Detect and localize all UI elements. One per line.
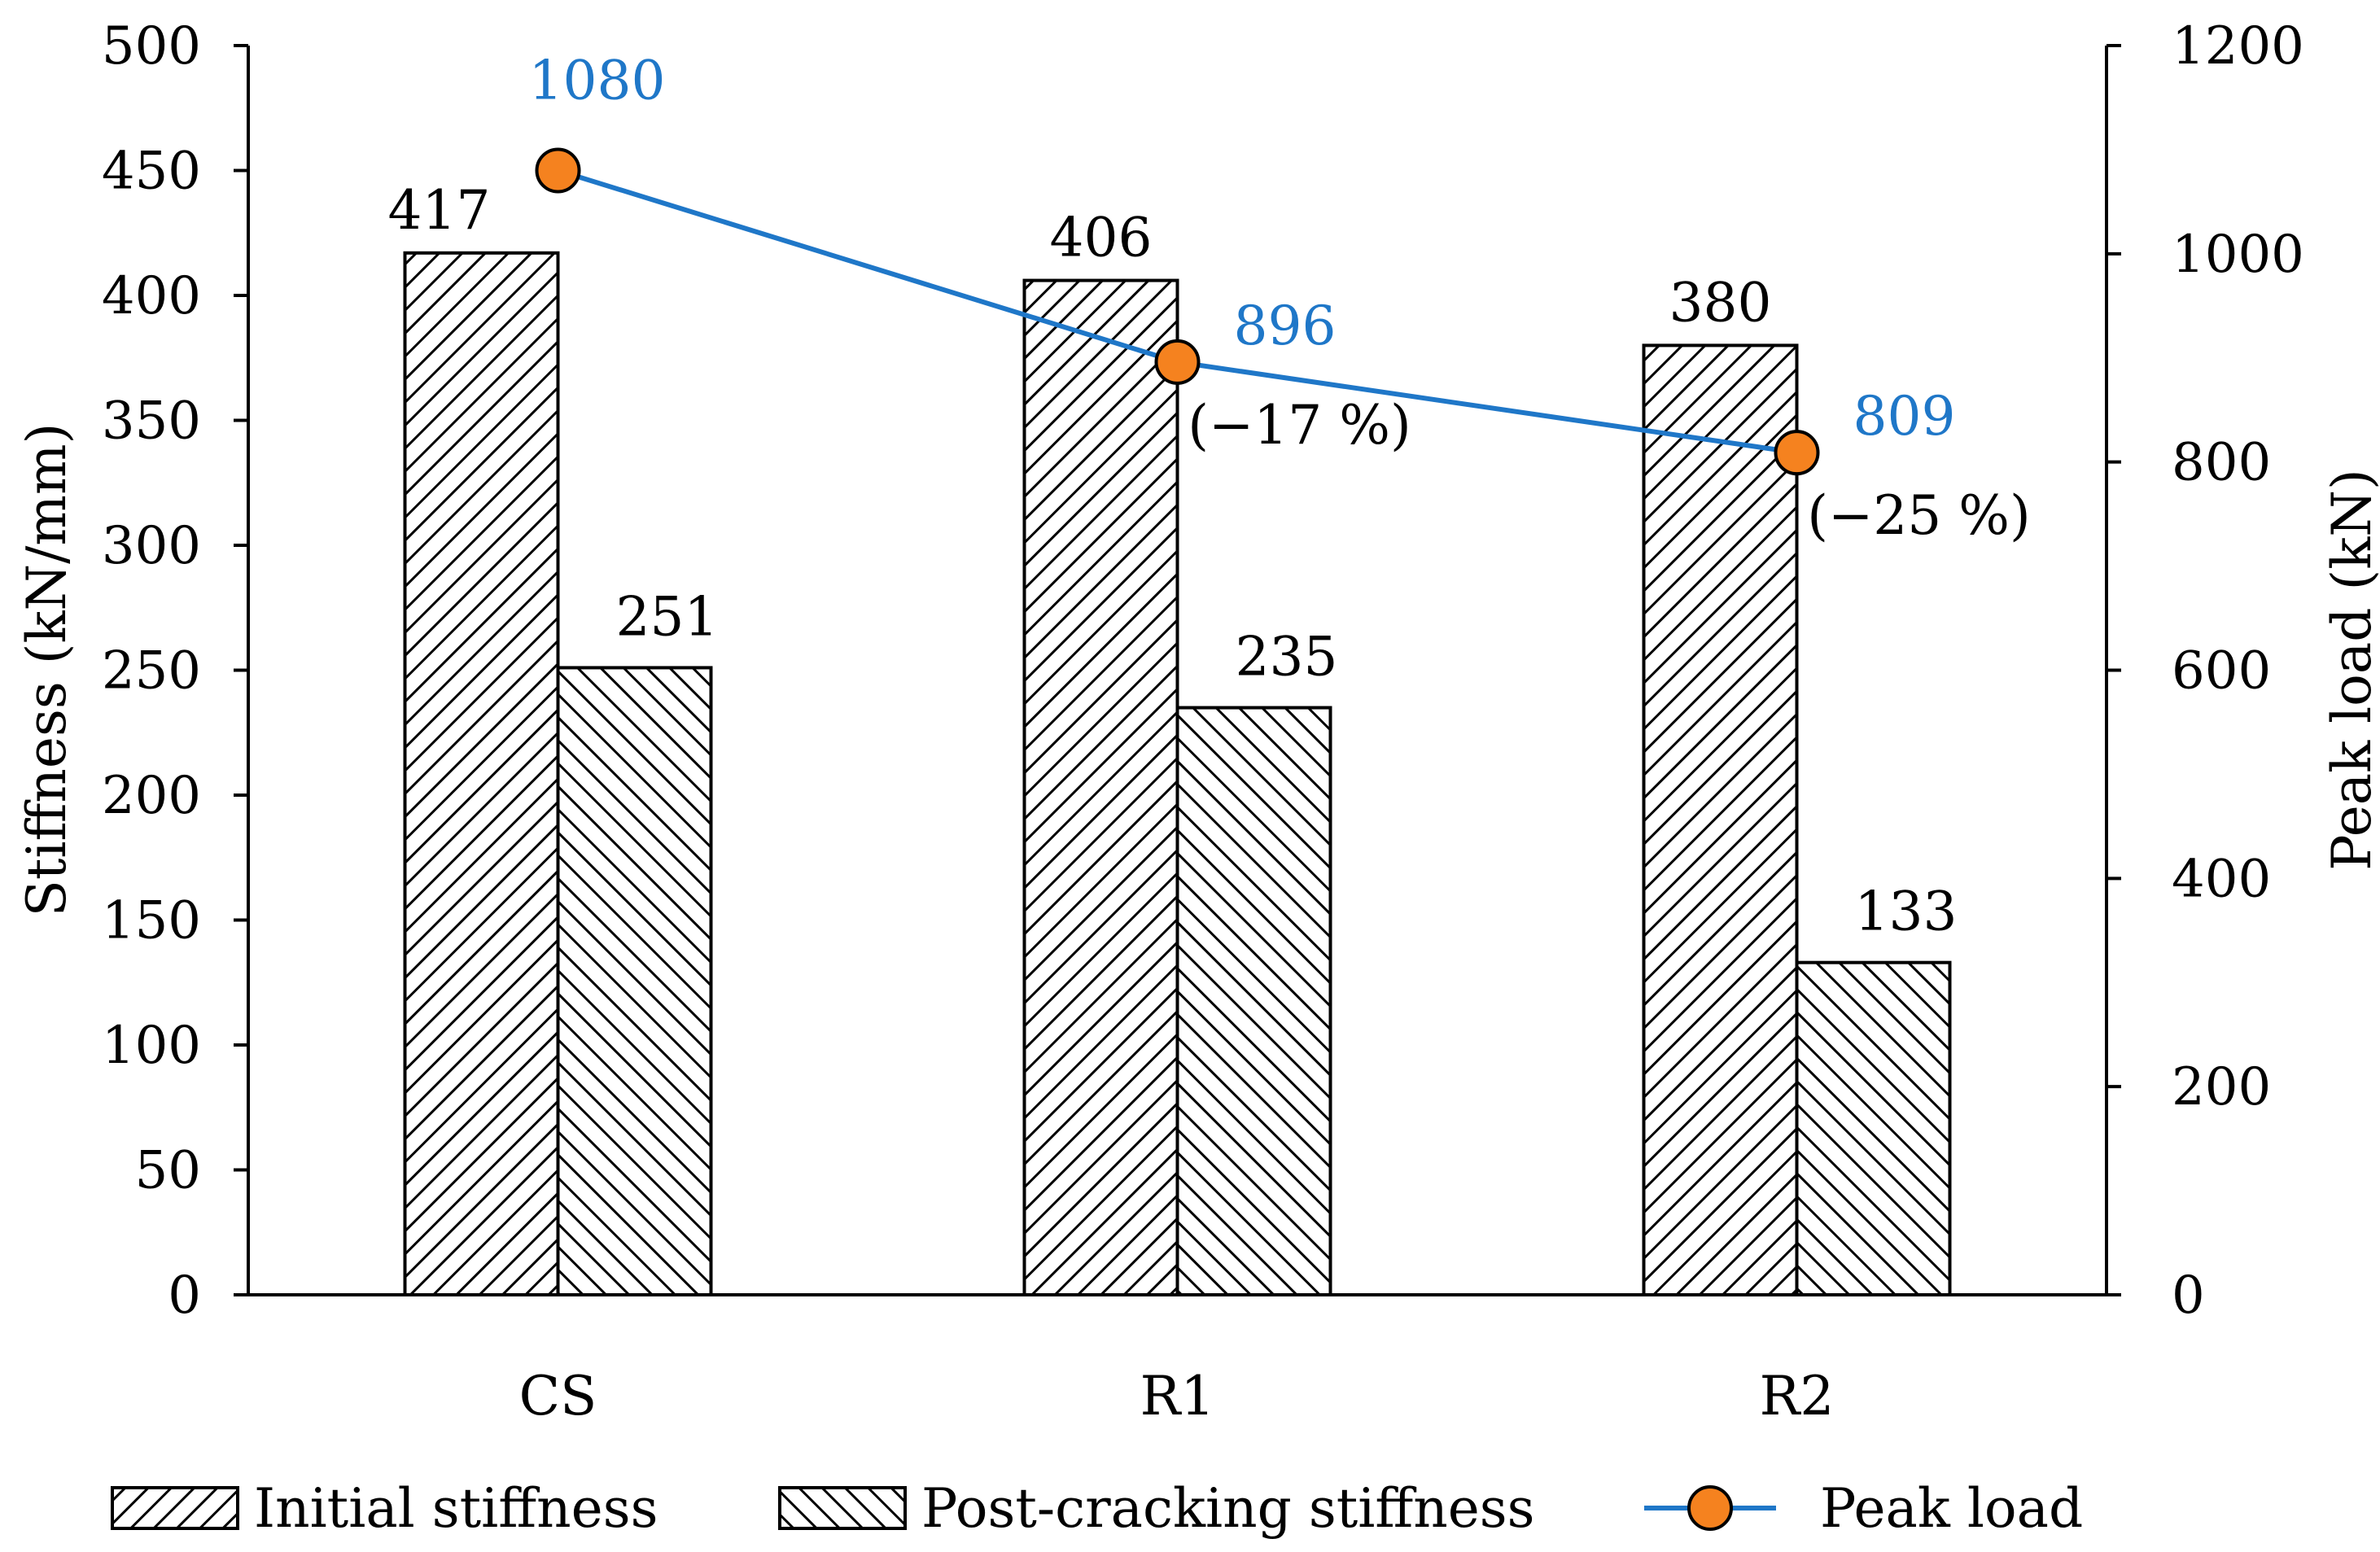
y-axis-title: Stiffness (kN/mm) (15, 423, 78, 917)
left-tick-label: 300 (102, 516, 201, 576)
category-label-r2: R2 (1760, 1365, 1835, 1427)
left-tick-label: 350 (102, 391, 201, 452)
left-tick-label: 450 (102, 142, 201, 202)
bar-labels: 417 251 406 235 380 133 (388, 179, 1958, 943)
peak-marker-r1 (1154, 339, 1201, 385)
peak-change-label-r1: (−17 %) (1188, 394, 1411, 457)
left-y-ticks: 0 50 100 150 200 250 300 350 400 450 500 (102, 16, 248, 1326)
bar-postcracking-r1 (1175, 706, 1332, 1296)
legend-swatch-initial (111, 1486, 239, 1530)
legend-item-initial: Initial stiffness (111, 1477, 658, 1540)
right-tick-label: 800 (2172, 433, 2271, 493)
legend-label-peak: Peak load (1820, 1477, 2083, 1540)
left-tick-label: 200 (102, 766, 201, 826)
peak-marker-cs (535, 147, 581, 194)
y2-axis-title: Peak load (kN) (2321, 469, 2380, 871)
legend-item-postcracking: Post-cracking stiffness (778, 1477, 1535, 1540)
right-tick-label: 600 (2172, 641, 2271, 702)
peak-load-series (535, 147, 1820, 476)
bar-initial-r1 (1022, 278, 1179, 1297)
peak-label-r2: 809 (1853, 385, 1956, 448)
category-labels: CS R1 R2 (519, 1365, 1835, 1427)
bar-initial-cs (403, 251, 560, 1296)
left-tick-label: 150 (102, 891, 201, 951)
bar-label-postcracking-r2: 133 (1855, 881, 1958, 943)
left-tick-label: 0 (168, 1266, 201, 1326)
left-tick-label: 250 (102, 641, 201, 702)
category-label-r1: R1 (1140, 1365, 1215, 1427)
legend: Initial stiffness Post-cracking stiffnes… (111, 1477, 2083, 1540)
bar-postcracking-cs (556, 666, 713, 1296)
right-tick-label: 1000 (2172, 225, 2304, 285)
bar-label-initial-cs: 417 (388, 179, 491, 242)
legend-marker-peak (1687, 1485, 1733, 1531)
bar-label-initial-r2: 380 (1669, 271, 1772, 334)
right-tick-label: 0 (2172, 1266, 2205, 1326)
legend-label-initial: Initial stiffness (254, 1477, 658, 1540)
peak-marker-r2 (1774, 430, 1820, 476)
bar-label-postcracking-cs: 251 (616, 585, 719, 648)
left-tick-label: 50 (135, 1141, 201, 1201)
peak-labels: 1080 896 (−17 %) 809 (−25 %) (529, 50, 2031, 548)
legend-label-postcracking: Post-cracking stiffness (921, 1477, 1535, 1540)
bar-label-initial-r1: 406 (1050, 207, 1153, 269)
right-tick-label: 400 (2172, 849, 2271, 909)
legend-item-peak: Peak load (1644, 1477, 2083, 1540)
legend-swatch-postcracking (778, 1486, 907, 1530)
left-tick-label: 400 (102, 266, 201, 326)
peak-change-label-r2: (−25 %) (1807, 484, 2030, 547)
bar-label-postcracking-r1: 235 (1236, 626, 1338, 689)
bar-postcracking-r2 (1795, 960, 1952, 1296)
bars (403, 251, 1952, 1297)
left-tick-label: 500 (102, 16, 201, 77)
left-tick-label: 100 (102, 1016, 201, 1076)
peak-label-cs: 1080 (529, 50, 666, 112)
right-y-ticks: 0 200 400 600 800 1000 1200 (2107, 16, 2304, 1326)
right-tick-label: 1200 (2172, 16, 2304, 77)
right-tick-label: 200 (2172, 1057, 2271, 1117)
peak-label-r1: 896 (1234, 295, 1337, 357)
bar-initial-r2 (1642, 343, 1799, 1296)
category-label-cs: CS (519, 1365, 597, 1427)
